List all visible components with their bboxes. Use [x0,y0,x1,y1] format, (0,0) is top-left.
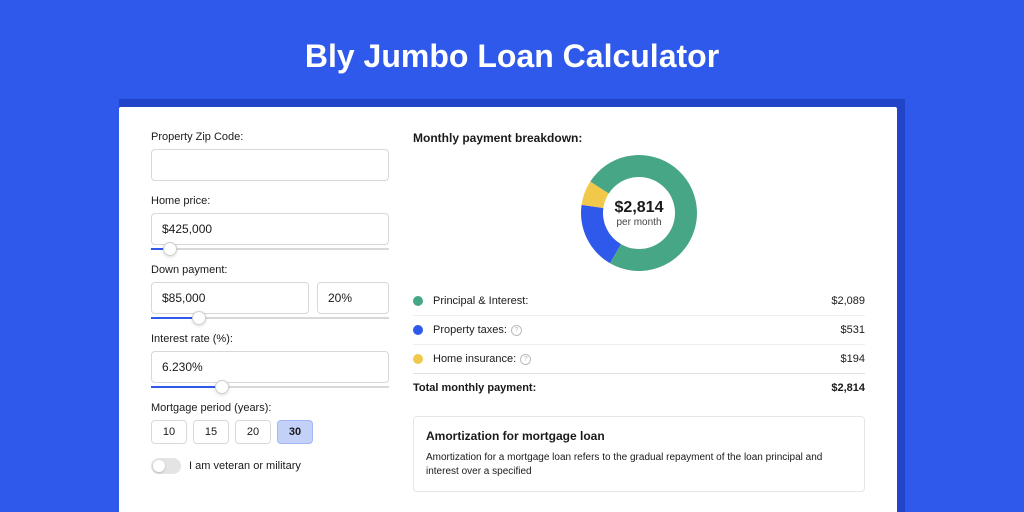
amortization-title: Amortization for mortgage loan [426,429,852,443]
legend-dot [413,354,423,364]
inputs-column: Property Zip Code: Home price: Down paym… [151,131,389,512]
donut-center: $2,814 per month [579,153,699,273]
amortization-text: Amortization for a mortgage loan refers … [426,451,852,479]
zip-field: Property Zip Code: [151,131,389,181]
home-price-slider[interactable] [151,248,389,250]
veteran-toggle[interactable] [151,458,181,474]
calculator-card: Property Zip Code: Home price: Down paym… [119,107,897,512]
period-option-10[interactable]: 10 [151,420,187,444]
veteran-label: I am veteran or military [189,460,301,472]
legend-amount: $531 [841,324,865,336]
legend-row: Principal & Interest:$2,089 [413,287,865,315]
down-payment-percent-input[interactable] [317,282,389,314]
legend-label: Home insurance:? [433,353,841,365]
down-payment-label: Down payment: [151,264,389,276]
down-payment-field: Down payment: [151,264,389,319]
legend-label: Property taxes:? [433,324,841,336]
period-option-15[interactable]: 15 [193,420,229,444]
interest-label: Interest rate (%): [151,333,389,345]
legend-amount: $2,089 [831,295,865,307]
legend-amount: $194 [841,353,865,365]
card-shadow: Property Zip Code: Home price: Down paym… [119,99,905,512]
total-row: Total monthly payment: $2,814 [413,373,865,402]
home-price-label: Home price: [151,195,389,207]
total-amount: $2,814 [831,382,865,394]
slider-thumb[interactable] [215,380,229,394]
slider-thumb[interactable] [163,242,177,256]
total-label: Total monthly payment: [413,382,831,394]
breakdown-column: Monthly payment breakdown: $2,814 per mo… [413,131,865,512]
donut-sub: per month [616,217,661,228]
period-field: Mortgage period (years): 10152030 [151,402,389,444]
donut-value: $2,814 [615,199,664,217]
period-option-20[interactable]: 20 [235,420,271,444]
zip-label: Property Zip Code: [151,131,389,143]
breakdown-title: Monthly payment breakdown: [413,131,865,145]
home-price-input[interactable] [151,213,389,245]
donut-wrap: $2,814 per month [413,153,865,273]
legend-row: Property taxes:?$531 [413,315,865,344]
info-icon[interactable]: ? [511,325,522,336]
page-title: Bly Jumbo Loan Calculator [0,0,1024,99]
info-icon[interactable]: ? [520,354,531,365]
legend-dot [413,296,423,306]
amortization-box: Amortization for mortgage loan Amortizat… [413,416,865,492]
slider-thumb[interactable] [192,311,206,325]
interest-field: Interest rate (%): [151,333,389,388]
donut-chart: $2,814 per month [579,153,699,273]
period-label: Mortgage period (years): [151,402,389,414]
toggle-knob [153,460,165,472]
veteran-row: I am veteran or military [151,458,389,474]
interest-input[interactable] [151,351,389,383]
legend-row: Home insurance:?$194 [413,344,865,373]
legend-dot [413,325,423,335]
home-price-field: Home price: [151,195,389,250]
interest-slider[interactable] [151,386,389,388]
zip-input[interactable] [151,149,389,181]
legend-label: Principal & Interest: [433,295,831,307]
down-payment-amount-input[interactable] [151,282,309,314]
period-option-30[interactable]: 30 [277,420,313,444]
down-payment-slider[interactable] [151,317,389,319]
